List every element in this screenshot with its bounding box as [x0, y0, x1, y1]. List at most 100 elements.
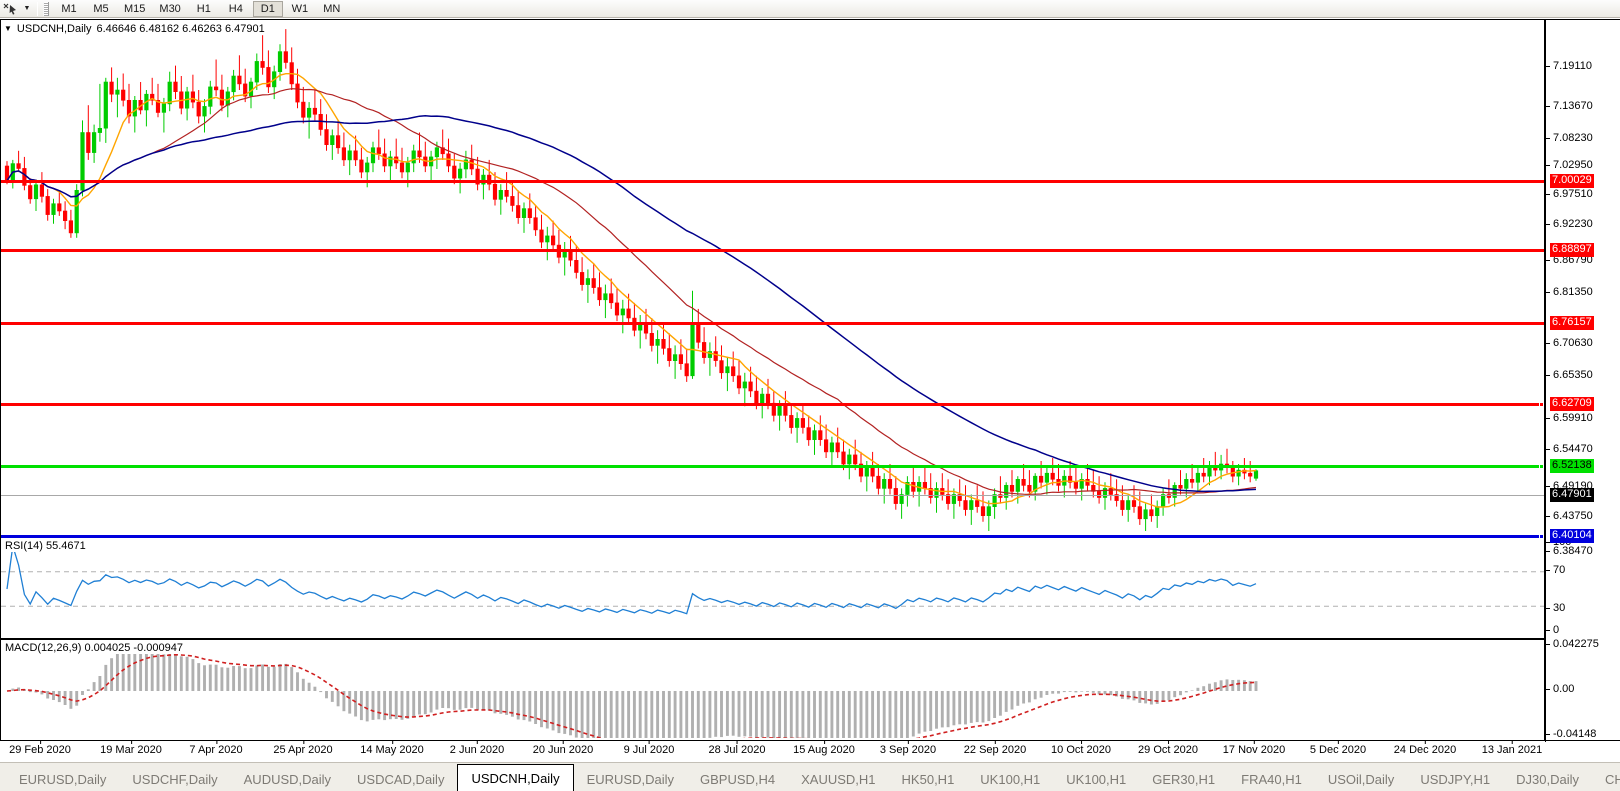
level-line-red[interactable] [1, 249, 1544, 252]
timeframe-m30[interactable]: M30 [159, 2, 181, 15]
top-toolbar: ▼ M1 M5 M15 M30 H1 H4 D1 W1 MN [0, 0, 1620, 18]
price-tick: 6.65350 [1545, 369, 1593, 381]
price-level-label-green[interactable]: 6.52138 [1550, 459, 1594, 473]
date-tick: 17 Nov 2020 [1222, 740, 1286, 756]
crosshair-icon[interactable] [0, 1, 20, 17]
macd-tick: 0.00 [1545, 683, 1574, 695]
level-line-red[interactable] [1, 322, 1544, 325]
price-level-label-black[interactable]: 6.47901 [1550, 488, 1594, 502]
tab-uk100-h1[interactable]: UK100,H1 [980, 771, 1041, 787]
timeframe-m15[interactable]: M15 [124, 2, 146, 15]
date-tick: 20 Jun 2020 [532, 740, 594, 756]
price-tick: 7.19110 [1545, 60, 1592, 72]
tab-xauusd-h1[interactable]: XAUUSD,H1 [801, 771, 876, 787]
tab-eurusd-daily[interactable]: EURUSD,Daily [586, 771, 674, 787]
timeframe-h4[interactable]: H4 [228, 2, 243, 15]
price-tick: 7.08230 [1545, 132, 1593, 144]
price-tick: 6.92230 [1545, 218, 1593, 230]
level-line-handle[interactable] [1539, 534, 1544, 539]
level-line-handle[interactable] [1539, 464, 1544, 469]
price-tick: 6.97510 [1545, 188, 1593, 200]
price-level-label-red[interactable]: 6.62709 [1550, 397, 1594, 411]
rsi-series-svg [1, 545, 1544, 615]
price-pane[interactable] [1, 20, 1544, 539]
date-tick: 10 Oct 2020 [1051, 740, 1111, 756]
rsi-pane[interactable]: RSI(14) 55.4671 [1, 536, 1544, 636]
date-tick: 29 Feb 2020 [9, 740, 71, 756]
tab-uk100-h1[interactable]: UK100,H1 [1066, 771, 1127, 787]
level-line-red[interactable] [1, 402, 1544, 407]
price-tick: 6.43750 [1545, 510, 1593, 522]
rsi-tick: 30 [1545, 602, 1565, 614]
tab-usdcnh-daily[interactable]: USDCNH,Daily [457, 764, 574, 791]
date-tick: 25 Apr 2020 [273, 740, 333, 756]
price-tick: 6.54470 [1545, 443, 1593, 455]
date-tick: 7 Apr 2020 [189, 740, 243, 756]
tab-china300-h1[interactable]: CHINA300,H1 [1605, 771, 1620, 787]
date-tick: 15 Aug 2020 [793, 740, 855, 756]
date-axis[interactable]: 29 Feb 2020 19 Mar 2020 7 Apr 2020 25 Apr 2… [0, 740, 1620, 760]
axis-vertical-line [1545, 20, 1546, 742]
date-tick: 29 Oct 2020 [1138, 740, 1198, 756]
chart-symbol-label: USDCNH,Daily [16, 22, 92, 35]
price-level-label-red[interactable]: 6.76157 [1550, 316, 1594, 330]
level-line-green[interactable] [1, 464, 1544, 469]
triangle-down-icon[interactable]: ▼ [4, 23, 12, 33]
price-tick: 6.59910 [1545, 412, 1593, 424]
date-tick: 28 Jul 2020 [708, 740, 766, 756]
rsi-tick: 0 [1545, 624, 1559, 636]
date-tick: 14 May 2020 [360, 740, 424, 756]
level-line-red[interactable] [1, 180, 1544, 183]
macd-pane[interactable]: MACD(12,26,9) 0.004025 -0.000947 [1, 638, 1544, 738]
tab-usdjpy-h1[interactable]: USDJPY,H1 [1420, 771, 1491, 787]
tab-dj30-daily[interactable]: DJ30,Daily [1516, 771, 1580, 787]
timeframe-m1[interactable]: M1 [61, 2, 77, 15]
macd-tick: 0.042275 [1545, 638, 1599, 650]
price-tick: 7.02950 [1545, 159, 1593, 171]
chart-tab-bar[interactable]: EURUSD,Daily USDCHF,Daily AUDUSD,Daily USDC… [0, 762, 1620, 791]
price-tick: 7.13670 [1545, 100, 1593, 112]
price-series-svg [4, 29, 1259, 531]
price-axis[interactable]: 7.19110 7.13670 7.08230 7.02950 6.97510 6.922… [1545, 19, 1620, 742]
price-level-label-red[interactable]: 6.88897 [1550, 243, 1594, 257]
macd-label: MACD(12,26,9) 0.004025 -0.000947 [5, 642, 186, 654]
chevron-down-icon[interactable]: ▼ [23, 5, 31, 12]
timeframe-h1[interactable]: H1 [196, 2, 211, 15]
level-line-blue[interactable] [1, 534, 1544, 539]
timeframe-w1[interactable]: W1 [291, 2, 309, 15]
price-tick: 6.81350 [1545, 286, 1593, 298]
timeframe-d1[interactable]: D1 [252, 0, 283, 17]
price-tick: 6.86790 [1545, 254, 1593, 266]
timeframe-m5[interactable]: M5 [93, 2, 109, 15]
tab-fra40-h1[interactable]: FRA40,H1 [1241, 771, 1302, 787]
date-tick: 22 Sep 2020 [963, 740, 1027, 756]
chart-canvas[interactable]: ▼ USDCNH,Daily 6.46646 6.48162 6.46263 6… [0, 19, 1545, 741]
bid-price-line [1, 495, 1544, 496]
date-tick: 9 Jul 2020 [623, 740, 675, 756]
tab-hk50-h1[interactable]: HK50,H1 [901, 771, 955, 787]
tab-usdcad-daily[interactable]: USDCAD,Daily [357, 771, 445, 787]
date-tick: 19 Mar 2020 [100, 740, 162, 756]
price-tick: 6.38470 [1545, 545, 1593, 557]
tab-gbpusd-h4[interactable]: GBPUSD,H4 [699, 771, 776, 787]
chart-symbol-header: ▼ USDCNH,Daily 6.46646 6.48162 6.46263 6… [4, 22, 265, 35]
rsi-label: RSI(14) 55.4671 [5, 540, 89, 552]
tab-ger30-h1[interactable]: GER30,H1 [1152, 771, 1216, 787]
tab-audusd-daily[interactable]: AUDUSD,Daily [243, 771, 332, 787]
price-tick: 6.70630 [1545, 337, 1593, 349]
macd-tick: -0.04148 [1545, 728, 1596, 740]
chart-ohlc-values: 6.46646 6.48162 6.46263 6.47901 [96, 22, 265, 35]
date-tick: 13 Jan 2021 [1481, 740, 1543, 756]
toolbar-separator [37, 1, 38, 16]
timeframe-group: M1 M5 M15 M30 H1 H4 D1 W1 MN [53, 0, 348, 17]
price-level-label-red[interactable]: 7.00029 [1550, 174, 1594, 188]
tab-usoil-daily[interactable]: USOil,Daily [1327, 771, 1395, 787]
date-tick: 2 Jun 2020 [449, 740, 505, 756]
level-line-handle[interactable] [1539, 402, 1544, 407]
tab-usdchf-daily[interactable]: USDCHF,Daily [132, 771, 218, 787]
drag-grip-icon[interactable] [43, 1, 49, 16]
price-level-label-blue[interactable]: 6.40104 [1550, 529, 1594, 543]
tab-eurusd-daily[interactable]: EURUSD,Daily [19, 771, 107, 787]
rsi-tick: 70 [1545, 564, 1565, 576]
timeframe-mn[interactable]: MN [323, 2, 341, 15]
